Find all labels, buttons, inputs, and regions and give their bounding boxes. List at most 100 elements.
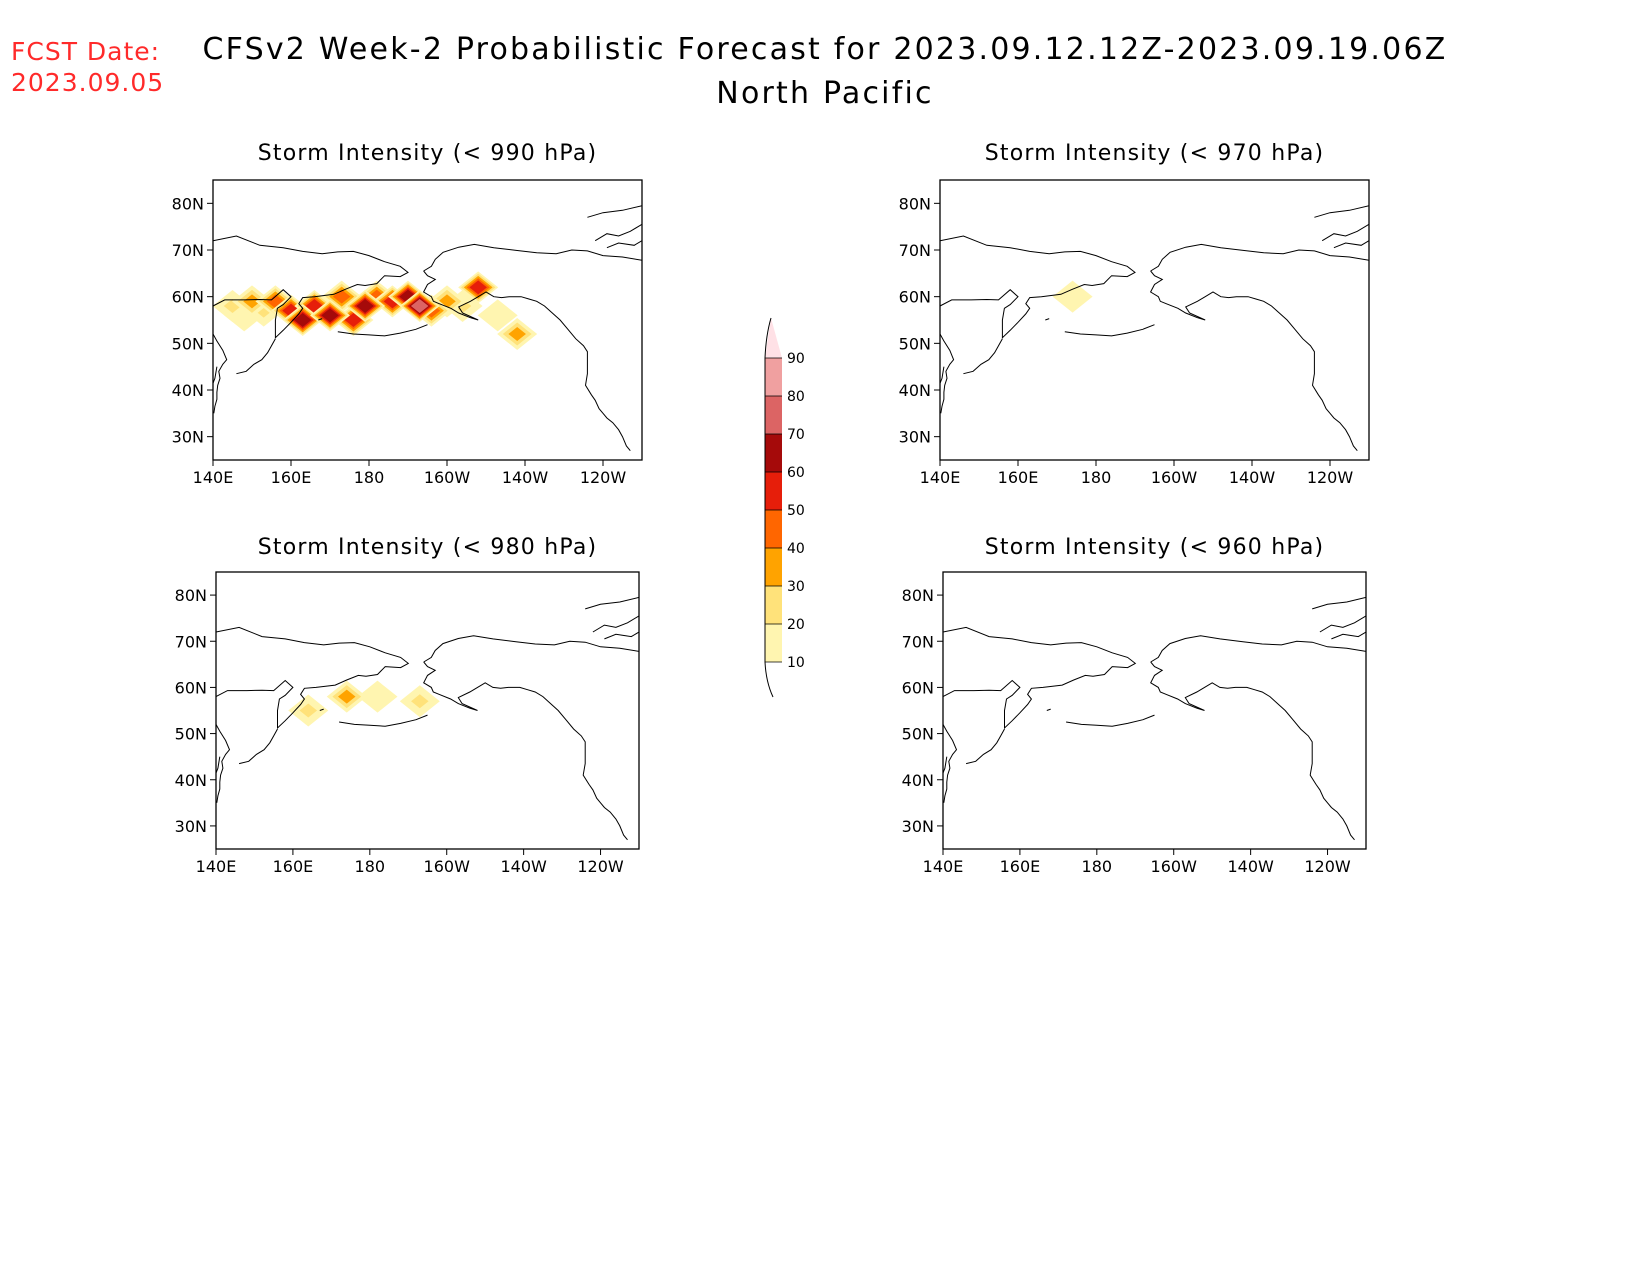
coastline [318, 318, 323, 321]
lon-tick-label: 140W [1227, 857, 1274, 876]
lon-tick-label: 180 [355, 857, 386, 876]
lat-tick-label: 80N [172, 194, 204, 213]
coastline [422, 270, 631, 452]
coastline [339, 714, 428, 727]
colorbar: 10 20 30 40 50 60 70 80 90 [764, 317, 805, 698]
lat-tick-label: 50N [172, 334, 204, 353]
coastline [213, 235, 409, 339]
panel-title-990: Storm Intensity (< 990 hPa) [257, 141, 598, 166]
coastline [1319, 615, 1366, 633]
panel-title-980: Storm Intensity (< 980 hPa) [257, 535, 598, 560]
colorbar-label: 90 [787, 351, 805, 367]
lat-tick-label: 30N [172, 428, 204, 447]
colorbar-segment [765, 358, 782, 396]
probability-cell [337, 689, 356, 704]
coastline [592, 615, 639, 633]
lon-tick-label: 160W [424, 857, 471, 876]
colorbar-segment [765, 624, 782, 662]
coastline [213, 333, 228, 414]
coastline [238, 728, 278, 765]
lat-tick-label: 60N [172, 288, 204, 307]
lon-tick-label: 160E [998, 468, 1039, 487]
lon-tick-label: 140E [193, 468, 234, 487]
colorbar-label: 40 [787, 541, 805, 557]
map-frame [939, 179, 1370, 461]
coastline [594, 223, 642, 242]
colorbar-segment [765, 472, 782, 510]
lat-tick-label: 50N [902, 725, 934, 744]
coastline [1045, 318, 1050, 321]
map-frame [942, 571, 1367, 850]
colorbar-segment [765, 548, 782, 586]
lon-tick-label: 120W [1307, 468, 1354, 487]
coastline [1321, 223, 1369, 242]
lat-tick-label: 40N [172, 381, 204, 400]
coastline [423, 635, 639, 663]
page-subtitle: North Pacific [716, 76, 934, 111]
lon-tick-label: 140E [923, 857, 964, 876]
lat-tick-label: 40N [899, 381, 931, 400]
lat-tick-label: 70N [899, 241, 931, 260]
colorbar-label: 60 [787, 465, 805, 481]
coastline [1064, 324, 1155, 337]
lon-tick-label: 180 [1082, 857, 1113, 876]
probability-cell [321, 308, 339, 323]
coastline [940, 333, 955, 414]
lat-tick-label: 70N [172, 241, 204, 260]
forecast-date-label: FCST Date: 2023.09.05 [11, 36, 164, 98]
lat-tick-label: 70N [175, 632, 207, 651]
map-frame [212, 179, 643, 461]
lat-tick-label: 60N [899, 288, 931, 307]
lon-tick-label: 140W [502, 468, 549, 487]
coastline [423, 661, 628, 841]
lat-tick-label: 30N [899, 428, 931, 447]
coastline [943, 626, 1137, 730]
coastline [319, 708, 324, 711]
lat-tick-label: 40N [175, 771, 207, 790]
lat-tick-label: 30N [902, 817, 934, 836]
panel-title-970: Storm Intensity (< 970 hPa) [984, 141, 1325, 166]
coastline [606, 240, 642, 249]
lon-tick-label: 160W [1151, 468, 1198, 487]
coastline [337, 324, 428, 337]
colorbar-label: 10 [787, 655, 805, 671]
lon-tick-label: 140W [1229, 468, 1276, 487]
lon-tick-label: 140E [196, 857, 237, 876]
probability-cell [243, 294, 261, 309]
lat-tick-label: 40N [902, 771, 934, 790]
coastline [585, 596, 639, 610]
colorbar-segment [765, 586, 782, 624]
probability-cell [299, 703, 318, 718]
lon-tick-label: 160W [424, 468, 471, 487]
coastline [1150, 661, 1355, 841]
probability-cell [344, 313, 363, 327]
map-panel-p970: 80N 70N 60N 50N 40N 30N 140E 160E 180 160W 140W 120… [899, 179, 1370, 487]
lat-tick-label: 70N [902, 632, 934, 651]
colorbar-segment [765, 434, 782, 472]
colorbar-label: 70 [787, 427, 805, 443]
forecast-date-value: 2023.09.05 [11, 68, 165, 97]
coastline [1066, 714, 1155, 727]
coastline [940, 235, 1136, 339]
coastline [943, 724, 958, 803]
lon-tick-label: 160E [273, 857, 314, 876]
lon-tick-label: 140E [920, 468, 961, 487]
lat-tick-label: 80N [175, 586, 207, 605]
coastline [423, 243, 642, 272]
map-panel-p960: 80N 70N 60N 50N 40N 30N 140E 160E 180 160W 140W 120… [902, 571, 1367, 876]
lon-tick-label: 120W [1304, 857, 1351, 876]
panel-title-960: Storm Intensity (< 960 hPa) [984, 535, 1325, 560]
lon-tick-label: 160E [271, 468, 312, 487]
lon-tick-label: 140W [500, 857, 547, 876]
probability-cell [508, 327, 526, 341]
lat-tick-label: 50N [175, 725, 207, 744]
probability-cell [357, 680, 398, 713]
colorbar-cap-bottom [764, 661, 774, 698]
lon-tick-label: 160E [1000, 857, 1041, 876]
map-panel-p980: 80N 70N 60N 50N 40N 30N 140E 160E 180 160W 140W 120… [175, 571, 640, 876]
coastline [1046, 708, 1051, 711]
colorbar-label: 80 [787, 389, 805, 405]
coastline [1149, 270, 1358, 452]
coastline [587, 205, 642, 218]
coastline [963, 338, 1003, 375]
